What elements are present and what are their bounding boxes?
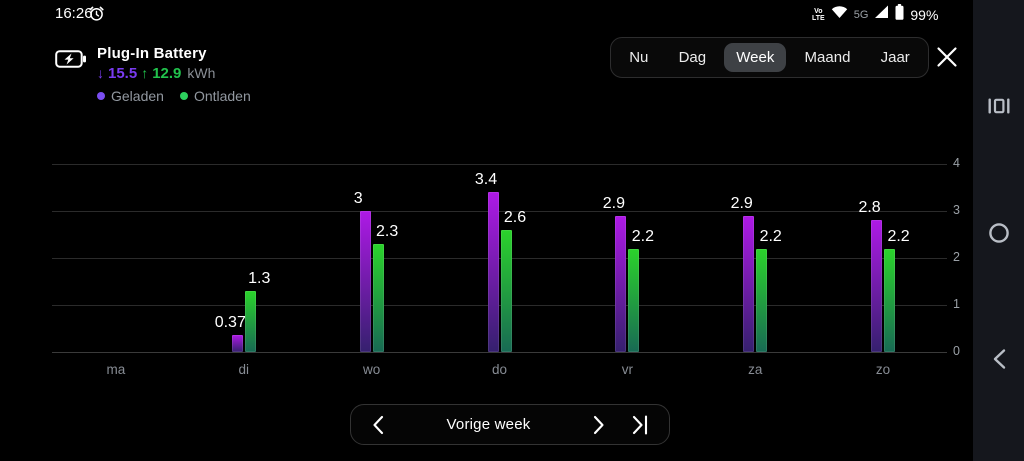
chevron-left-icon[interactable] <box>369 413 387 437</box>
bar-ontladen-zo[interactable] <box>884 248 896 352</box>
energy-totals: ↓ 15.5 ↑ 12.9 kWh <box>97 65 251 82</box>
bar-ontladen-vr[interactable] <box>628 248 640 352</box>
y-axis-tick: 3 <box>953 203 960 217</box>
recents-icon[interactable] <box>984 94 1014 121</box>
bar-value-label: 0.37 <box>214 313 246 331</box>
alarm-icon <box>88 5 105 27</box>
y-axis-tick: 1 <box>953 297 960 311</box>
bar-chart: 0 1 2 3 4 ma di 0.37 1.3 wo 3 2.3 do 3.4 2.6 vr 2.9 2.2 za… <box>52 156 960 377</box>
x-axis-label-zo: zo <box>875 362 891 377</box>
x-axis-label-vr: vr <box>621 362 633 377</box>
bar-ontladen-wo[interactable] <box>372 243 384 352</box>
gridline <box>52 164 947 165</box>
tab-jaar[interactable]: Jaar <box>869 43 922 72</box>
bar-value-label: 1.3 <box>248 269 271 287</box>
gridline <box>52 352 947 353</box>
bar-value-label: 2.9 <box>602 194 625 212</box>
bar-ontladen-do[interactable] <box>500 229 512 352</box>
legend-label: Geladen <box>111 88 164 104</box>
bar-value-label: 2.6 <box>503 208 527 226</box>
bar-geladen-za[interactable] <box>743 215 755 352</box>
bar-value-label: 3 <box>353 190 363 207</box>
bar-value-label: 2.3 <box>376 222 399 240</box>
discharged-arrow-icon: ↑ <box>141 65 149 81</box>
bar-geladen-vr[interactable] <box>615 215 627 352</box>
chevron-right-icon[interactable] <box>590 413 608 437</box>
bar-value-label: 2.2 <box>759 227 782 245</box>
bar-value-label: 2.9 <box>730 194 753 212</box>
wifi-icon <box>831 5 848 24</box>
battery-icon <box>895 4 904 25</box>
charged-arrow-icon: ↓ <box>97 65 104 81</box>
volte-icon: Vo LTE <box>812 7 825 22</box>
unit-label: kWh <box>187 65 216 81</box>
tab-maand[interactable]: Maand <box>793 43 863 72</box>
battery-percent-label: 99% <box>910 6 939 23</box>
week-pager: Vorige week <box>350 404 670 445</box>
bar-geladen-zo[interactable] <box>871 220 883 352</box>
tab-dag[interactable]: Dag <box>667 43 719 72</box>
bar-value-label: 2.8 <box>858 199 881 217</box>
x-axis-label-ma: ma <box>106 362 126 377</box>
bar-ontladen-za[interactable] <box>756 248 768 352</box>
x-axis-label-wo: wo <box>363 362 381 377</box>
bar-geladen-wo[interactable] <box>359 211 371 352</box>
legend: Geladen Ontladen <box>97 88 251 104</box>
skip-next-icon[interactable] <box>630 413 651 437</box>
charged-total: 15.5 <box>108 65 138 82</box>
gridline <box>52 258 947 259</box>
signal-icon <box>874 5 889 24</box>
legend-label: Ontladen <box>193 88 251 104</box>
status-icons: Vo LTE 5G 99% <box>812 4 942 25</box>
bar-value-label: 3.4 <box>474 171 498 189</box>
gridline <box>52 305 947 306</box>
chart-header: Plug-In Battery ↓ 15.5 ↑ 12.9 kWh Gelade… <box>55 45 251 104</box>
y-axis-tick: 2 <box>953 250 960 264</box>
page-title: Plug-In Battery <box>97 45 207 62</box>
period-tabbar: Nu Dag Week Maand Jaar <box>610 37 929 78</box>
home-icon[interactable] <box>984 218 1014 251</box>
android-nav-rail <box>973 0 1024 461</box>
y-axis-tick: 4 <box>953 156 960 170</box>
bar-geladen-di[interactable] <box>231 334 243 352</box>
legend-dot-purple <box>97 92 105 100</box>
plugin-battery-icon <box>55 48 87 104</box>
network-type-label: 5G <box>853 8 869 21</box>
bar-value-label: 2.2 <box>887 227 910 245</box>
legend-dot-green <box>179 92 188 100</box>
tab-nu[interactable]: Nu <box>617 43 660 72</box>
close-icon[interactable] <box>934 45 960 71</box>
legend-item-geladen: Geladen <box>97 88 164 104</box>
bar-ontladen-di[interactable] <box>244 290 256 352</box>
period-label: Vorige week <box>446 416 531 433</box>
x-axis-label-di: di <box>238 362 250 377</box>
gridline <box>52 211 947 212</box>
clock-time: 16:26 <box>55 5 93 22</box>
legend-item-ontladen: Ontladen <box>179 88 251 104</box>
discharged-total: 12.9 <box>152 65 182 82</box>
bar-geladen-do[interactable] <box>487 192 499 352</box>
tab-week[interactable]: Week <box>724 43 787 72</box>
back-icon[interactable] <box>987 344 1010 377</box>
y-axis-tick: 0 <box>953 344 960 358</box>
x-axis-label-za: za <box>748 362 763 377</box>
bar-value-label: 2.2 <box>631 227 654 245</box>
x-axis-label-do: do <box>491 362 508 377</box>
